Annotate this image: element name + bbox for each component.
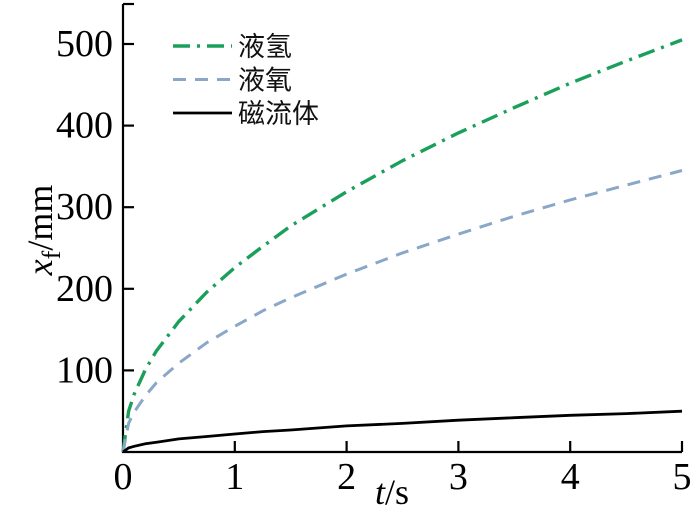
legend-label-liquid-oxygen: 液氧 [238,66,292,96]
y-tick-label-100: 100 [56,349,113,391]
x-axis-unit: /s [385,472,409,512]
x-tick-label-5: 5 [673,456,692,498]
y-tick-label-500: 500 [56,23,113,65]
x-tick-label-1: 1 [225,456,244,498]
curve-ferrofluid [122,409,683,454]
x-tick-label-0: 0 [114,456,133,498]
x-tick-label-2: 2 [337,456,356,498]
curve-liquid-hydrogen [121,38,683,453]
y-tick-label-200: 200 [56,268,113,310]
curves [121,38,683,454]
legend-label-liquid-hydrogen: 液氢 [238,32,292,62]
y-axis-subscript: f [37,250,66,259]
x-axis-symbol: t [375,472,386,512]
x-tick-label-4: 4 [561,456,580,498]
y-tick-label-300: 300 [56,186,113,228]
curve-liquid-oxygen [121,169,683,453]
axis-ticks: 100 200 300 400 500 0 1 2 3 4 5 [56,23,692,498]
y-tick-label-400: 400 [56,105,113,147]
y-axis-unit: /mm [20,185,60,251]
x-tick-label-3: 3 [449,456,468,498]
y-axis-symbol: x [20,259,60,276]
x-axis-label: t/s [375,472,409,512]
y-axis-label: xf/mm [20,185,66,277]
legend-label-ferrofluid: 磁流体 [238,99,319,129]
